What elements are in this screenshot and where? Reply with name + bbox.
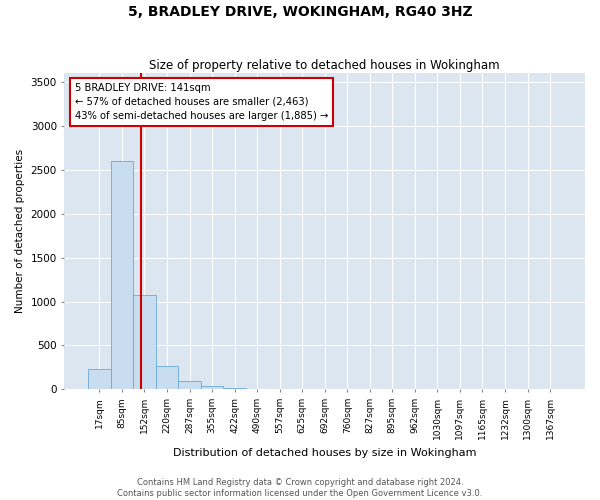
Text: 5 BRADLEY DRIVE: 141sqm
← 57% of detached houses are smaller (2,463)
43% of semi: 5 BRADLEY DRIVE: 141sqm ← 57% of detache… [75, 82, 328, 120]
X-axis label: Distribution of detached houses by size in Wokingham: Distribution of detached houses by size … [173, 448, 476, 458]
Bar [133, 294, 156, 390]
Y-axis label: Number of detached properties: Number of detached properties [15, 149, 25, 314]
Bar [156, 366, 178, 390]
Bar [178, 381, 201, 390]
Text: Contains HM Land Registry data © Crown copyright and database right 2024.
Contai: Contains HM Land Registry data © Crown c… [118, 478, 482, 498]
Bar [88, 369, 110, 390]
Title: Size of property relative to detached houses in Wokingham: Size of property relative to detached ho… [149, 59, 500, 72]
Bar [110, 161, 133, 390]
Bar [223, 388, 246, 390]
Bar [201, 386, 223, 390]
Text: 5, BRADLEY DRIVE, WOKINGHAM, RG40 3HZ: 5, BRADLEY DRIVE, WOKINGHAM, RG40 3HZ [128, 5, 472, 19]
